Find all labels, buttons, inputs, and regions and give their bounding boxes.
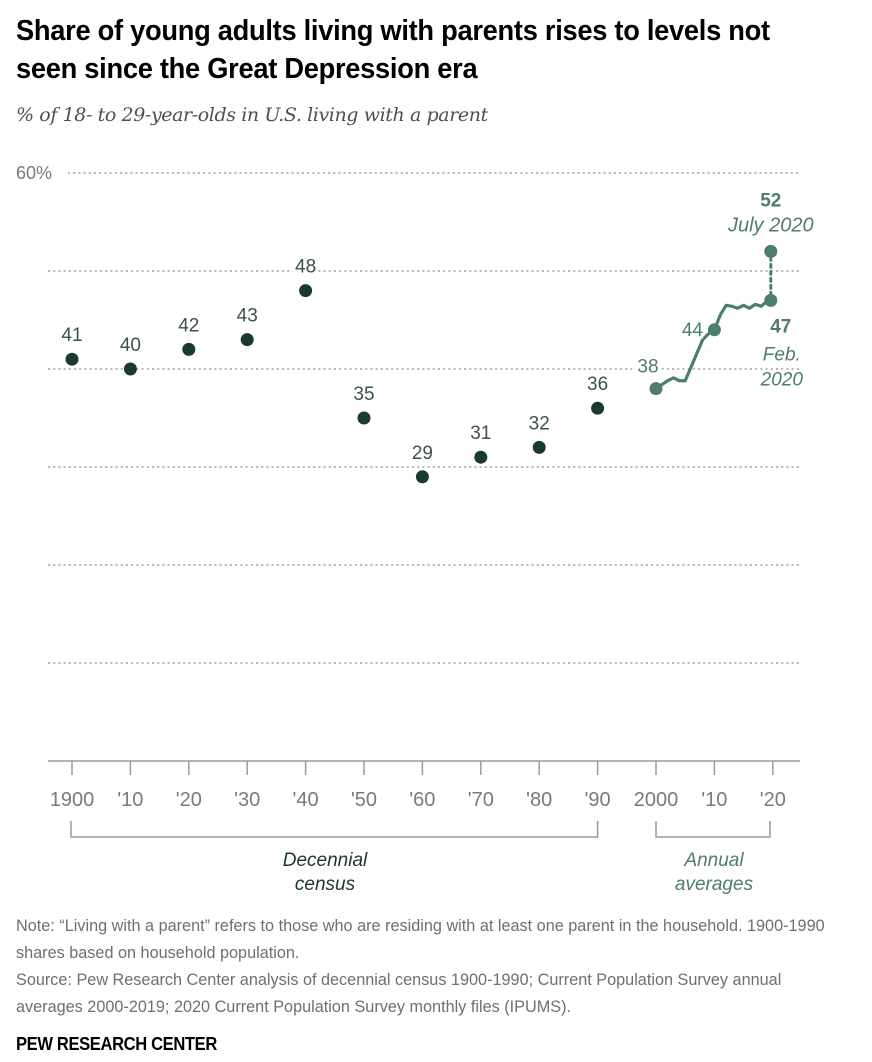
data-point-census	[182, 342, 196, 356]
data-label-census: 40	[120, 335, 141, 356]
chart-subtitle: % of 18- to 29-year-olds in U.S. living …	[16, 104, 488, 126]
data-point-annual	[707, 323, 721, 337]
chart-notes: Note: “Living with a parent” refers to t…	[16, 912, 828, 1020]
data-point-july-2020	[764, 244, 778, 258]
y-axis-labels: 60%	[16, 163, 52, 183]
data-label-annual: 44	[682, 320, 704, 341]
data-point-census	[240, 333, 254, 347]
x-tick-label: '30	[234, 789, 260, 811]
source-text: Source: Pew Research Center analysis of …	[16, 970, 782, 1016]
data-point-census	[474, 450, 488, 464]
data-label-census: 41	[61, 325, 82, 346]
x-tick-label: '40	[293, 789, 319, 811]
census-bracket	[70, 821, 599, 838]
data-label-census: 35	[353, 384, 374, 405]
chart-title: Share of young adults living with parent…	[16, 15, 770, 85]
series-annual-averages: 38 44	[635, 298, 775, 396]
x-tick-label: '70	[468, 789, 494, 811]
data-label-census: 36	[587, 374, 608, 395]
data-point-annual	[649, 382, 663, 396]
x-tick-label: '10	[701, 789, 727, 811]
annual-line	[654, 298, 775, 391]
data-label-census: 48	[295, 257, 316, 278]
x-tick-label: '50	[351, 789, 377, 811]
annual-bracket-label: Annual	[683, 850, 744, 871]
series-2020-monthly: 52 July 2020 47 Feb. 2020	[727, 190, 814, 390]
data-point-census	[65, 352, 79, 366]
feb-value-label: 47	[770, 316, 791, 337]
annual-bracket-label: averages	[675, 874, 754, 895]
x-tick-label: '80	[526, 789, 552, 811]
x-tick-label: '60	[409, 789, 435, 811]
data-label-census: 32	[529, 413, 550, 434]
period-brackets: Decennial census Annual averages	[70, 821, 771, 895]
data-point-census	[591, 401, 605, 415]
data-point-census	[299, 284, 313, 298]
data-label-census: 42	[178, 315, 199, 336]
census-bracket-label: census	[295, 874, 356, 895]
annual-bracket	[655, 821, 771, 838]
data-point-census	[532, 440, 546, 454]
data-point-feb-2020	[764, 293, 778, 307]
x-tick-label: '90	[585, 789, 611, 811]
series-decennial-census: 41 40 42 43 48 35 29 31 32 36	[59, 254, 611, 484]
july-date-label: July 2020	[727, 214, 814, 236]
data-label-annual: 38	[637, 357, 658, 378]
x-axis: 1900 '10 '20 '30 '40 '50 '60 '70 '80 '90 2000 '10 '2…	[48, 760, 800, 811]
gridlines	[48, 172, 800, 664]
brand-logo-text: PEW RESEARCH CENTER	[16, 1034, 217, 1054]
x-tick-label: '20	[176, 789, 202, 811]
feb-date-label: Feb.	[763, 344, 801, 365]
note-text: Note: “Living with a parent” refers to t…	[16, 916, 825, 962]
data-point-census	[123, 362, 137, 376]
x-tick-label: 2000	[634, 789, 679, 811]
y-tick-label: 60%	[16, 163, 52, 183]
data-point-census	[357, 411, 371, 425]
chart: 60% 1900 '10 '20 '30 '40 '50 '60 '70 '80 '90 2000 '…	[16, 163, 814, 895]
census-bracket-label: Decennial	[283, 850, 368, 871]
data-label-census: 31	[470, 423, 491, 444]
x-tick-label: 1900	[50, 789, 95, 811]
data-label-census: 29	[412, 443, 433, 464]
feb-date-label: 2020	[760, 369, 804, 390]
july-value-label: 52	[760, 190, 781, 211]
data-label-census: 43	[237, 306, 258, 327]
data-point-census	[415, 470, 429, 484]
x-tick-label: '10	[117, 789, 143, 811]
x-tick-label: '20	[760, 789, 786, 811]
